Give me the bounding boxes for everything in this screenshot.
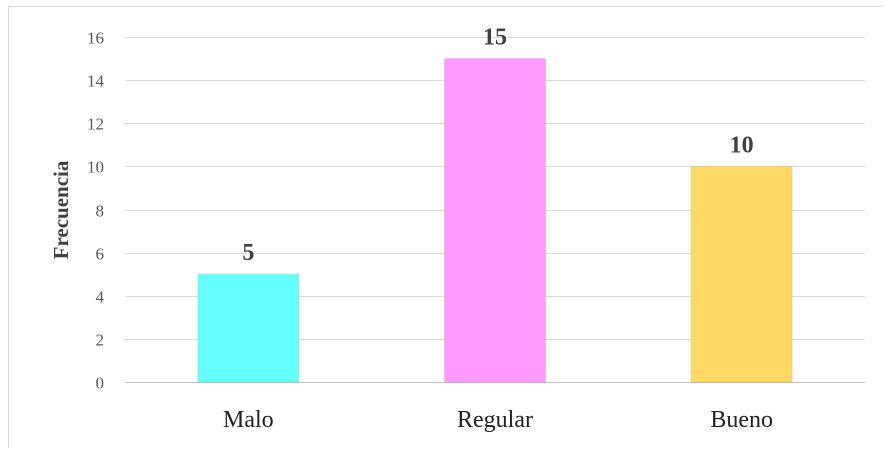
x-tick-label-bueno: Bueno [710,407,773,433]
data-label-regular: 15 [483,25,507,51]
chart-frame [8,6,883,448]
bar-bueno [690,165,793,383]
data-label-bueno: 10 [730,132,754,158]
y-tick-label: 4 [96,288,105,307]
y-tick-label: 10 [87,158,104,177]
data-label-malo: 5 [242,240,254,266]
y-tick-label: 14 [87,72,105,91]
x-tick-label-malo: Malo [223,407,274,433]
bar-malo [197,273,300,383]
y-axis-title: Frecuencia [49,160,73,259]
bars [197,58,793,383]
y-tick-label: 12 [87,115,104,134]
y-tick-label: 2 [96,331,105,350]
y-tick-label: 0 [96,374,105,393]
y-axis-tick-labels: 0 2 4 6 8 10 12 14 16 [87,29,105,393]
x-tick-label-regular: Regular [457,407,533,433]
data-labels: 5 15 10 [242,25,753,267]
x-axis-category-labels: Malo Regular Bueno [223,407,773,433]
bar-regular [443,58,547,383]
y-tick-label: 6 [96,245,105,264]
y-tick-label: 16 [87,29,104,48]
y-tick-label: 8 [96,202,105,221]
